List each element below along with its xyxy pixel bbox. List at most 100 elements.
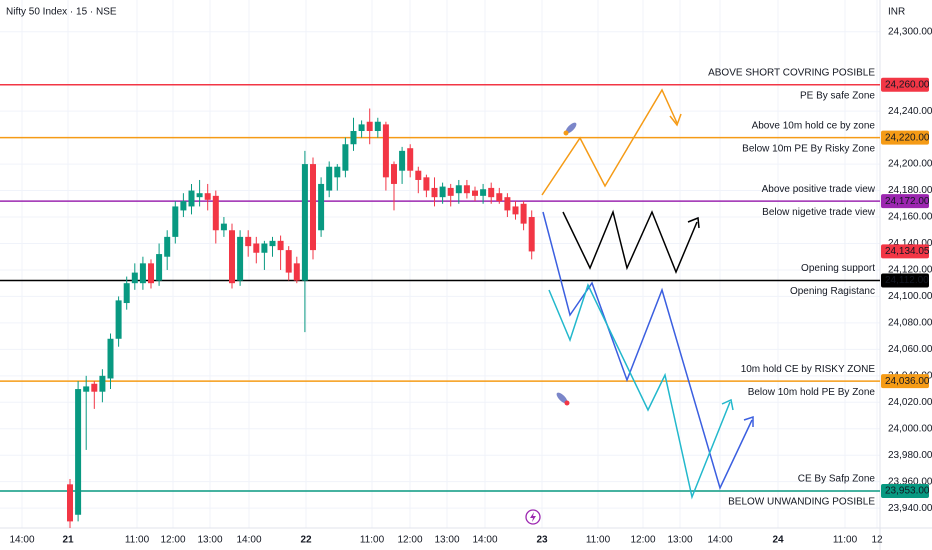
level-tag-label: 24,112.00 [885,275,929,286]
level-tag [881,77,929,92]
y-tick-label: 23,940.00 [888,503,932,514]
candle-body [277,240,284,251]
candle-body [528,217,535,252]
candle-body [229,230,235,284]
y-tick-label: 24,060.00 [888,344,932,355]
levels: ABOVE SHORT COVRING POSIBLE PE By safe Zo… [0,67,880,508]
y-tick-label: 24,080.00 [888,318,932,329]
x-tick-label: 13:00 [434,535,459,546]
candle-body [301,164,308,281]
candle-body [115,300,122,339]
candle-body [212,195,219,231]
candle-body [180,201,187,211]
candle-body [91,383,98,392]
candle-body [520,203,527,224]
candle-body [269,240,276,247]
level-label-below: PE By safe Zone [800,90,875,101]
candle-body [285,250,292,273]
candle-body [156,254,163,281]
candle-body [342,144,349,171]
candle-body [164,236,171,257]
level-tag [881,194,929,209]
candle-body [488,187,495,198]
candle-body [366,121,373,132]
projections [541,88,754,500]
x-tick-label: 12:00 [160,535,185,546]
candle-body [196,193,203,198]
currency: INR [888,7,905,18]
candle-body [253,243,260,253]
candle-body [439,186,446,198]
level-label-below: BELOW UNWANDING POSIBLE [728,497,875,508]
candle-body [399,150,406,171]
level-label-below: Below nigetive trade view [762,207,876,218]
candle-body [350,131,357,145]
x-tick-label: 11:00 [125,535,150,546]
level-tag-label: 24,220.00 [885,132,930,143]
grid [0,0,880,528]
y-tick-label: 24,240.00 [888,106,932,117]
level-label-above: Above 10m hold ce by zone [752,120,876,131]
blue-arrow [743,415,754,427]
candle-body [75,389,82,515]
x-tick-label: 23 [536,535,548,546]
orange-arrow [669,113,682,127]
candle-body [245,236,252,247]
x-tick-label: 21 [62,535,74,546]
candle-body [99,375,106,392]
y-tick-label: 24,200.00 [888,159,932,170]
candle-body [463,185,470,194]
candle-body [237,236,244,281]
y-tick-label: 24,120.00 [888,265,932,276]
candle-body [204,193,211,200]
x-tick-label: 24 [772,535,784,546]
level-tag [881,374,929,389]
y-tick-label: 24,100.00 [888,291,932,302]
level-label-above: 10m hold CE by RISKY ZONE [741,364,876,375]
event-icon [525,509,541,525]
candle-body [407,148,414,171]
candle-body [220,223,227,231]
y-tick-label: 23,960.00 [888,476,932,487]
x-tick-label: 13:00 [197,535,222,546]
level-tag [881,483,929,498]
candle-body [480,189,487,196]
y-tick-label: 24,300.00 [888,26,932,37]
candle-body [123,283,130,304]
candles [67,108,535,528]
y-tick-label: 24,140.00 [888,238,932,249]
x-tick-label: 14:00 [472,535,497,546]
candle-body [107,338,114,379]
candle-body [293,263,300,281]
y-tick-label: 24,160.00 [888,212,932,223]
black-projection [562,209,698,274]
x-tick-label: 14:00 [707,535,732,546]
cyan-projection [548,282,731,500]
candle-body [374,121,381,132]
level-label-above: Opening support [801,263,875,274]
x-tick-label: 12:00 [397,535,422,546]
last-price-tag [881,244,929,259]
level-label-above: CE By Safp Zone [798,474,876,485]
candle-body [310,164,316,251]
level-tag-label: 24,036.00 [885,376,930,387]
candle-body [131,272,138,284]
x-tick-label: 11:00 [586,535,611,546]
y-tick-label: 23,980.00 [888,450,932,461]
axis: 24,300.00 24,240.00 24,200.00 24,180.00 24,1… [9,26,932,545]
x-tick-label: 14:00 [236,535,261,546]
candle-body [447,187,454,196]
candle-body [431,187,438,198]
level-label-below: Below 10m PE By Risky Zone [742,143,875,154]
candle-body [391,164,397,184]
candle-body [139,263,146,284]
level-tag [881,273,929,288]
y-tick-label: 24,180.00 [888,185,932,196]
candle-body [148,263,154,284]
x-tick-label: 11:00 [833,535,858,546]
last-price-label: 24,134.05 [885,246,930,257]
candle-body [472,190,478,196]
level-label-below: Below 10m hold PE By Zone [748,387,876,398]
